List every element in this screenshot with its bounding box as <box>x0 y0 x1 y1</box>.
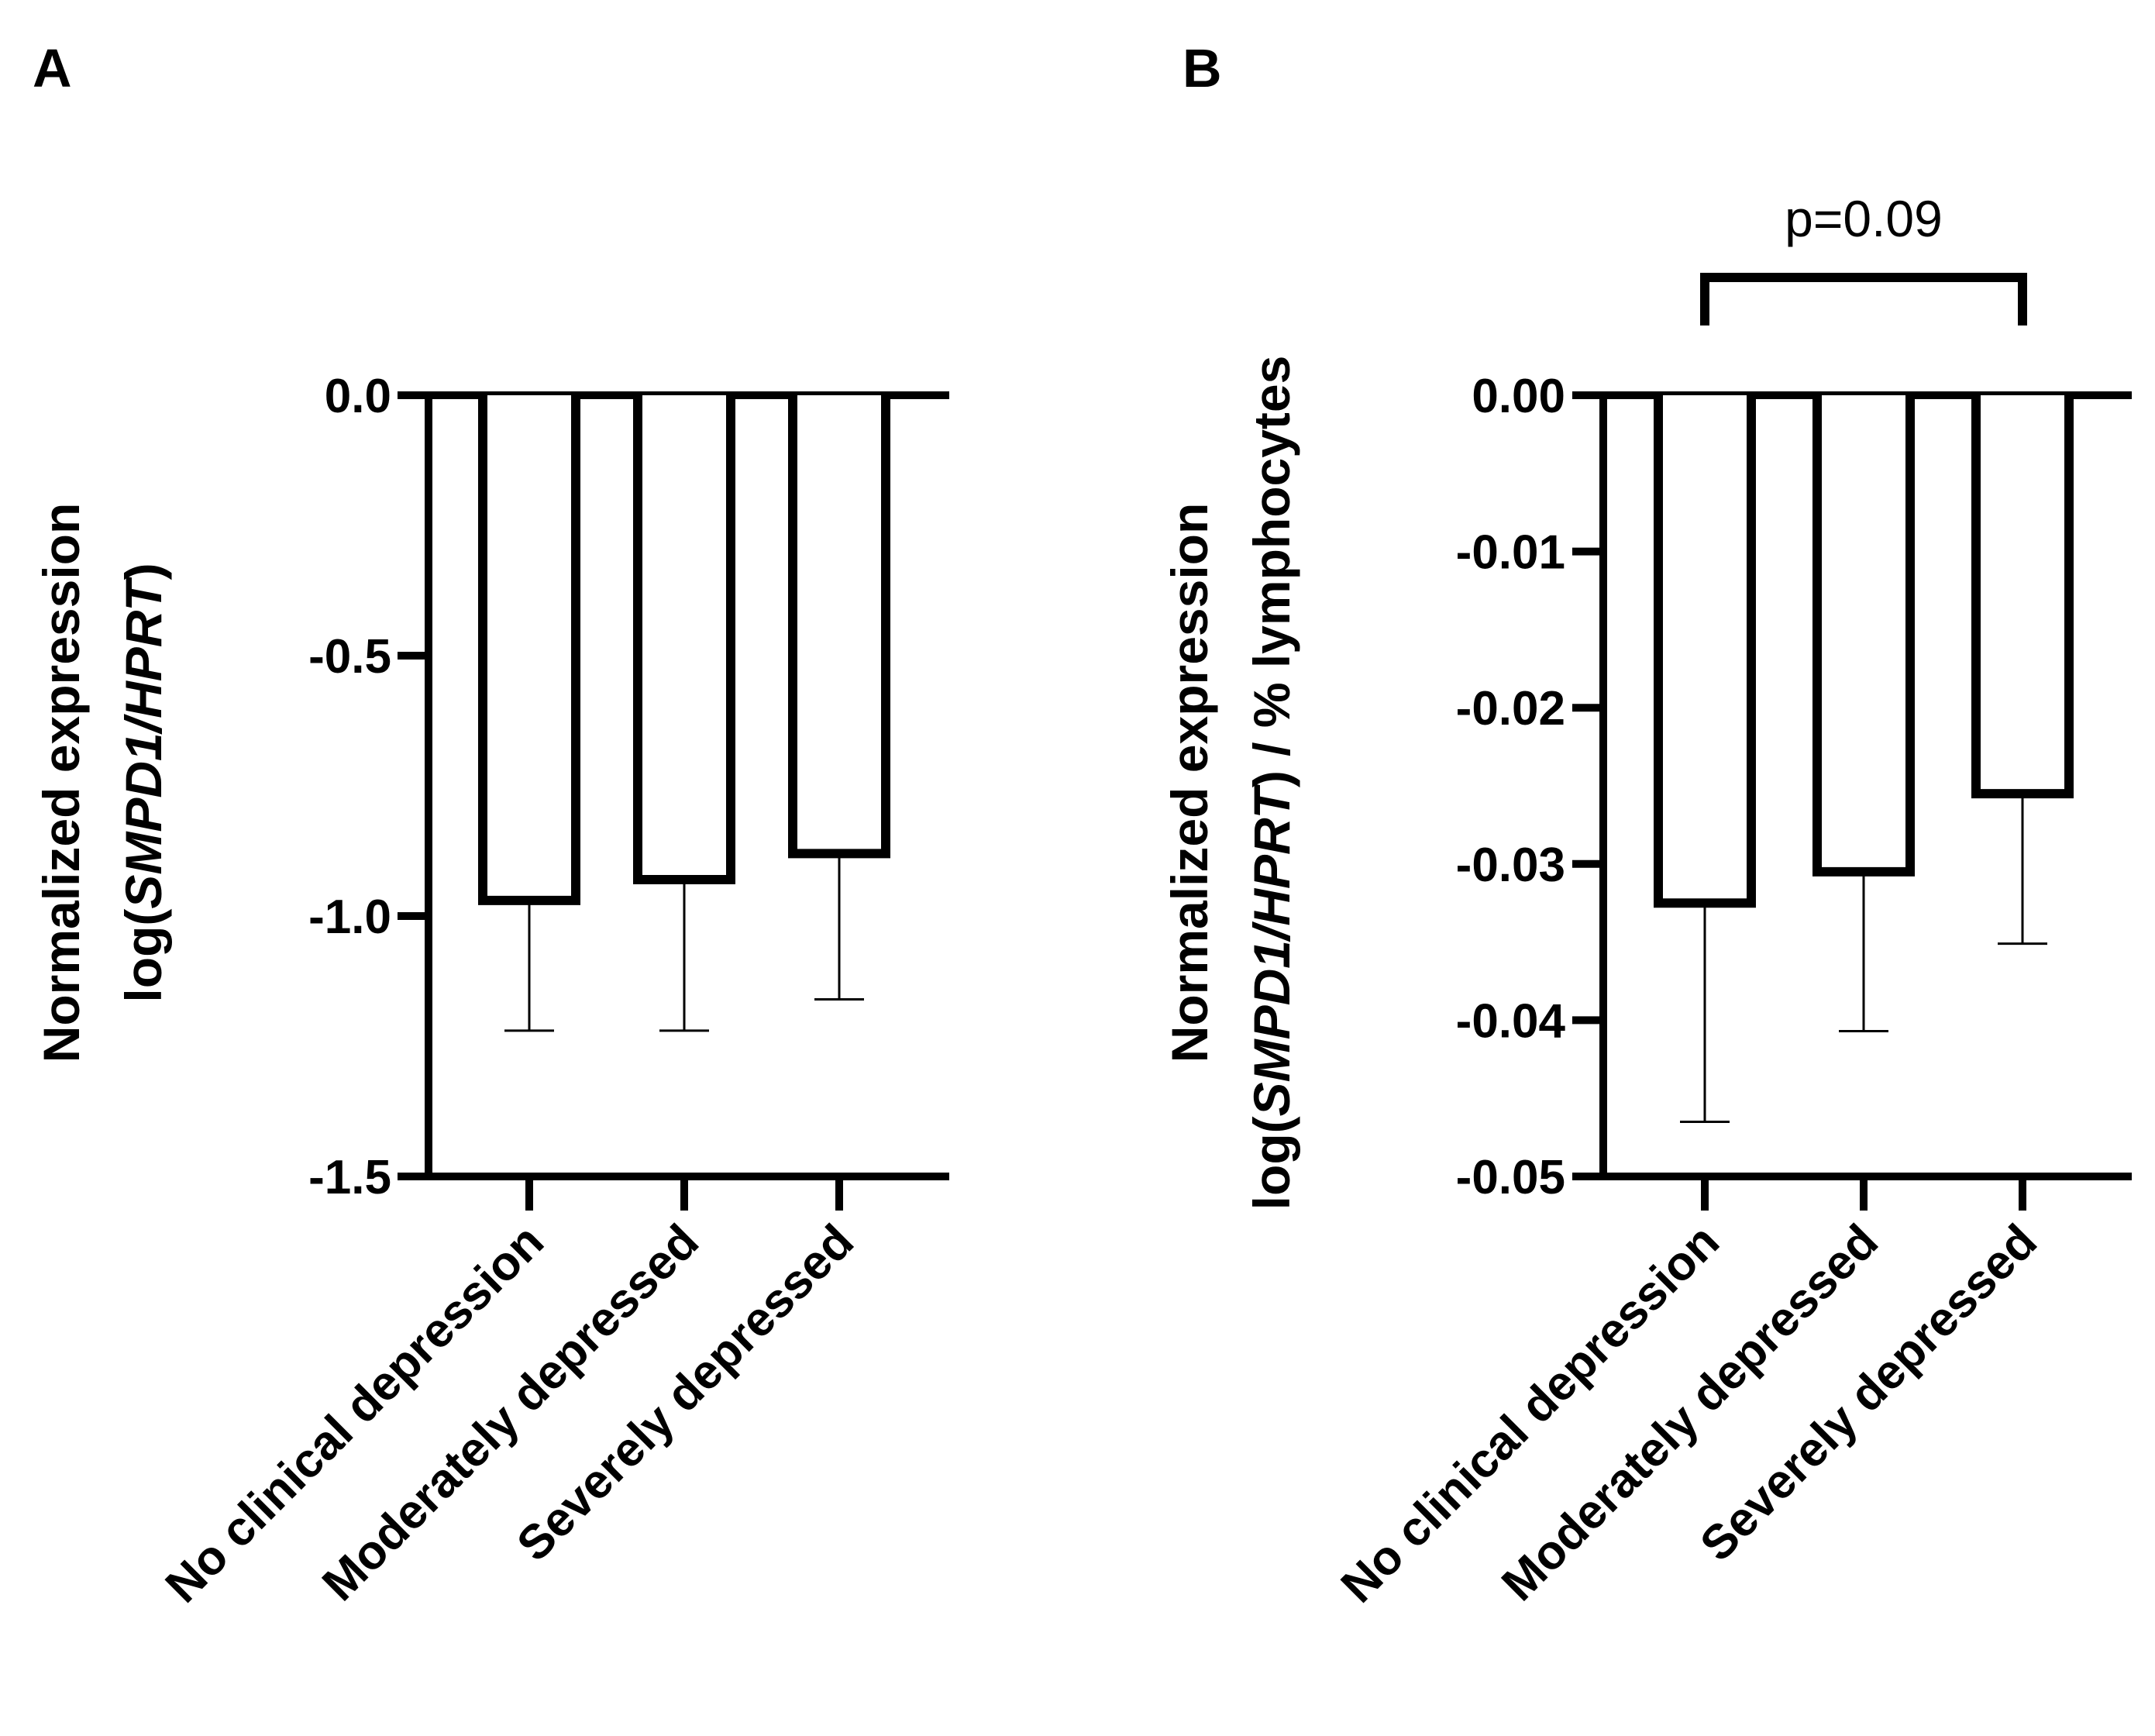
y-tick-label: -0.04 <box>1456 994 1566 1048</box>
y-axis-title-line1: Normalized expression <box>33 503 90 1063</box>
y-axis-title-line2: log(SMPD1/HPRT) / % lymphocytes <box>1243 356 1300 1211</box>
y-tick-label: -1.0 <box>308 890 391 944</box>
y-tick-label: -0.05 <box>1456 1151 1565 1204</box>
y-tick-label: -1.5 <box>308 1151 391 1204</box>
bar <box>1812 395 1915 877</box>
bar <box>788 395 890 859</box>
y-axis-title-gene: SMPD1/HPRT <box>115 577 172 909</box>
y-tick-label: -0.02 <box>1456 682 1565 735</box>
y-tick-label: -0.03 <box>1456 839 1565 892</box>
panel-letter: A <box>33 38 72 98</box>
panel-letter: B <box>1182 38 1222 98</box>
panel-a: A0.0-0.5-1.0-1.5No clinical depressionMo… <box>33 38 949 1613</box>
y-axis-title-suffix: ) / % lymphocytes <box>1243 356 1300 788</box>
bar <box>1971 395 2074 799</box>
y-axis-title-prefix: log( <box>1243 1116 1300 1210</box>
bar <box>1654 395 1756 908</box>
significance-bracket <box>1700 273 2027 326</box>
bar <box>478 395 580 905</box>
bar <box>633 395 735 884</box>
y-tick-label: -0.5 <box>308 630 391 684</box>
y-tick-label: 0.0 <box>325 370 391 423</box>
y-axis-title-line1: Normalized expression <box>1161 503 1218 1063</box>
y-axis-title-gene: SMPD1/HPRT <box>1243 784 1300 1116</box>
y-tick-label: 0.00 <box>1472 370 1565 423</box>
y-axis-title-prefix: log( <box>115 909 172 1003</box>
y-tick-label: -0.01 <box>1456 526 1565 580</box>
y-axis-title-line2: log(SMPD1/HPRT) <box>115 563 172 1002</box>
y-axis-title-suffix: ) <box>115 563 172 580</box>
p-value-label: p=0.09 <box>1785 190 1943 247</box>
